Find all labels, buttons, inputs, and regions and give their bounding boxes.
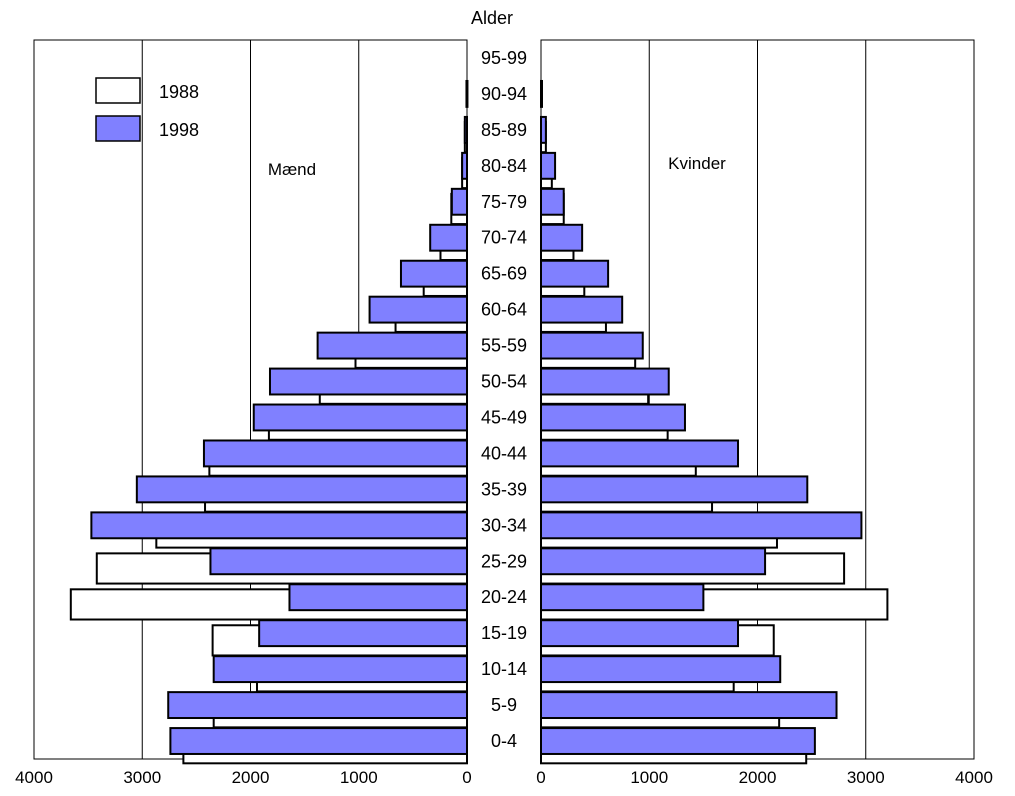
age-category-label: 15-19 (481, 623, 527, 643)
maend-bar-1998-10-14 (212, 655, 468, 684)
kvinder-bar-1998-20-24 (540, 583, 705, 612)
legend-swatch-1988 (95, 77, 141, 104)
kvinder-bar-1998-65-69 (540, 259, 610, 288)
age-category-label: 50-54 (481, 372, 527, 392)
maend-bar-1998-55-59 (316, 331, 468, 360)
kvinder-x-tick-label: 0 (536, 768, 545, 787)
age-category-label: 70-74 (481, 228, 527, 248)
kvinder-bar-1998-60-64 (540, 295, 624, 324)
maend-bar-1998-75-79 (450, 187, 469, 216)
kvinder-bar-1998-40-44 (540, 439, 740, 468)
maend-bar-1998-65-69 (399, 259, 468, 288)
age-category-label: 20-24 (481, 587, 527, 607)
age-category-label: 85-89 (481, 120, 527, 140)
maend-x-tick-label: 1000 (340, 768, 378, 787)
maend-bar-1998-90-94 (465, 79, 469, 108)
legend: 1988 1998 (95, 77, 199, 142)
maend-bar-1998-20-24 (288, 583, 468, 612)
maend-x-tick-label: 3000 (123, 768, 161, 787)
age-category-label: 0-4 (491, 731, 517, 751)
age-category-label: 5-9 (491, 695, 517, 715)
age-category-label: 30-34 (481, 515, 527, 535)
kvinder-bar-1998-80-84 (540, 151, 557, 180)
legend-label-1998: 1998 (159, 120, 199, 140)
kvinder-bar-1998-25-29 (540, 547, 767, 576)
age-category-label: 75-79 (481, 192, 527, 212)
kvinder-x-tick-label: 3000 (847, 768, 885, 787)
legend-label-1988: 1988 (159, 82, 199, 102)
kvinder-bar-1998-45-49 (540, 403, 686, 432)
kvinder-bar-1998-35-39 (540, 475, 809, 504)
bars-layer (69, 79, 889, 765)
maend-x-tick-label: 0 (462, 768, 471, 787)
age-category-label: 95-99 (481, 48, 527, 68)
maend-bar-1998-45-49 (252, 403, 468, 432)
labels-layer: 4000 3000 2000 1000 0 0 1000 2000 3000 4000 95-99 9… (15, 48, 993, 787)
age-category-label: 25-29 (481, 551, 527, 571)
age-category-label: 55-59 (481, 336, 527, 356)
maend-bar-1998-70-74 (429, 223, 469, 252)
kvinder-x-tick-label: 4000 (955, 768, 993, 787)
maend-bar-1998-35-39 (135, 475, 468, 504)
age-category-label: 60-64 (481, 300, 527, 320)
kvinder-bar-1998-55-59 (540, 331, 644, 360)
maend-panel-label: Mænd (268, 160, 316, 179)
maend-bar-1998-40-44 (202, 439, 468, 468)
maend-bar-1998-15-19 (258, 619, 468, 648)
legend-swatch-1998 (95, 115, 141, 142)
kvinder-bar-1998-85-89 (540, 115, 547, 144)
age-axis-title: Alder (471, 8, 513, 28)
maend-bar-1998-60-64 (368, 295, 469, 324)
maend-bar-1998-80-84 (461, 151, 469, 180)
maend-bar-1998-5-9 (167, 691, 468, 720)
maend-bar-1998-50-54 (268, 367, 468, 396)
kvinder-bar-1998-70-74 (540, 223, 584, 252)
kvinder-bar-1998-5-9 (540, 691, 838, 720)
kvinder-panel-label: Kvinder (668, 154, 726, 173)
kvinder-x-tick-label: 2000 (739, 768, 777, 787)
kvinder-bar-1998-30-34 (540, 511, 863, 540)
age-category-label: 65-69 (481, 264, 527, 284)
age-category-label: 80-84 (481, 156, 527, 176)
kvinder-bar-1998-90-94 (540, 79, 543, 108)
age-category-label: 35-39 (481, 479, 527, 499)
kvinder-bar-1998-75-79 (540, 187, 565, 216)
maend-bar-1998-25-29 (209, 547, 468, 576)
kvinder-bar-1998-10-14 (540, 655, 782, 684)
maend-bar-1998-85-89 (463, 115, 468, 144)
kvinder-bar-1998-15-19 (540, 619, 740, 648)
kvinder-bar-1998-50-54 (540, 367, 670, 396)
age-category-label: 10-14 (481, 659, 527, 679)
maend-x-tick-label: 2000 (232, 768, 270, 787)
maend-bar-1998-30-34 (90, 511, 468, 540)
maend-x-tick-label: 4000 (15, 768, 53, 787)
age-category-label: 90-94 (481, 84, 527, 104)
age-category-label: 40-44 (481, 443, 527, 463)
kvinder-x-tick-label: 1000 (630, 768, 668, 787)
maend-bar-1998-0-4 (169, 727, 469, 755)
age-category-label: 45-49 (481, 407, 527, 427)
kvinder-bar-1998-0-4 (540, 727, 816, 755)
